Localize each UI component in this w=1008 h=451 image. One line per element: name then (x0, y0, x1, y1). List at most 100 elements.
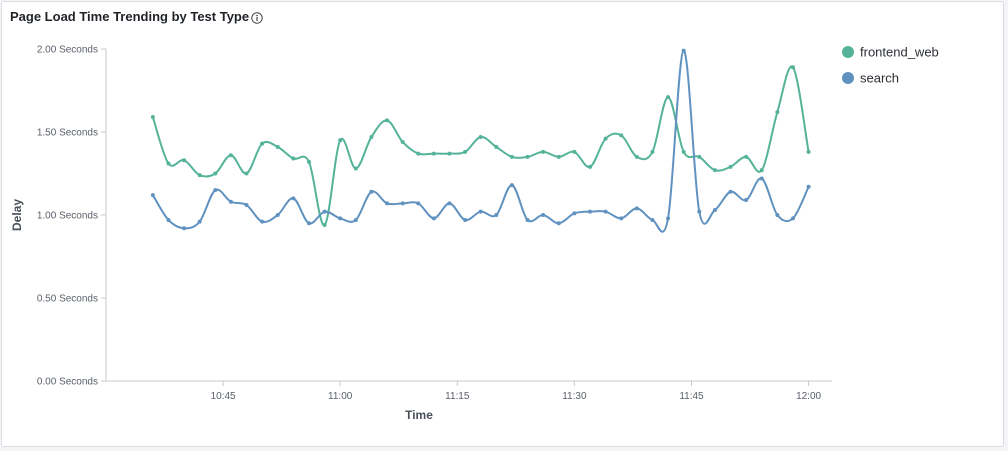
data-point-frontend-web (712, 168, 717, 173)
x-tick-label: 11:30 (562, 391, 587, 402)
data-point-frontend-web (182, 158, 187, 163)
data-point-search (509, 183, 514, 188)
legend-swatch (842, 72, 854, 84)
data-point-search (728, 189, 733, 194)
data-point-search (322, 209, 327, 214)
data-point-frontend-web (634, 154, 639, 159)
data-point-search (244, 203, 249, 208)
data-point-search (744, 198, 749, 203)
data-point-search (541, 213, 546, 217)
data-point-search (291, 196, 296, 201)
data-point-frontend-web (619, 133, 624, 138)
data-point-search (260, 219, 265, 224)
data-point-search (228, 199, 233, 204)
data-point-search (525, 217, 530, 222)
data-point-search (150, 193, 155, 198)
info-circle-icon[interactable] (251, 11, 263, 24)
legend-item-search[interactable]: search (842, 71, 899, 86)
data-point-frontend-web (150, 115, 155, 120)
data-point-frontend-web (431, 151, 436, 156)
data-point-frontend-web (790, 65, 795, 70)
data-point-frontend-web (385, 118, 390, 123)
data-point-search (478, 209, 483, 214)
data-point-frontend-web (213, 171, 218, 176)
data-point-search (650, 217, 655, 222)
data-point-frontend-web (228, 153, 233, 158)
y-tick-label: 1.50 Seconds (37, 128, 98, 139)
y-tick-label: 0.00 Seconds (37, 377, 98, 388)
data-point-search (790, 216, 795, 221)
data-point-search (556, 221, 561, 226)
data-point-search (400, 201, 405, 206)
data-point-search (775, 213, 780, 217)
data-point-search (572, 211, 577, 216)
data-point-frontend-web (463, 149, 468, 154)
data-point-search (447, 201, 452, 206)
data-point-frontend-web (697, 154, 702, 159)
legend-swatch (842, 46, 854, 58)
data-point-frontend-web (369, 134, 374, 139)
data-point-frontend-web (509, 154, 514, 159)
data-point-frontend-web (275, 144, 280, 149)
data-point-frontend-web (759, 168, 764, 173)
data-point-search (306, 221, 311, 226)
y-axis-title: Delay (10, 199, 24, 231)
data-point-frontend-web (197, 173, 202, 178)
data-point-search (463, 217, 468, 222)
data-point-search (385, 201, 390, 206)
data-point-search (416, 201, 421, 206)
legend-label: search (860, 71, 899, 86)
data-point-frontend-web (400, 139, 405, 144)
series-frontend-web (150, 65, 811, 227)
data-point-frontend-web (603, 136, 608, 141)
data-point-frontend-web (525, 154, 530, 159)
data-point-frontend-web (306, 159, 311, 164)
legend-item-frontend-web[interactable]: frontend_web (842, 45, 939, 60)
legend-label: frontend_web (860, 45, 939, 60)
series-line-frontend-web (151, 65, 810, 226)
data-point-frontend-web (353, 166, 358, 171)
data-point-frontend-web (572, 149, 577, 154)
data-point-search (353, 217, 358, 222)
data-point-frontend-web (728, 164, 733, 169)
data-point-search (182, 226, 187, 231)
data-point-search (759, 176, 764, 181)
data-point-frontend-web (260, 141, 265, 146)
data-point-search (494, 213, 499, 217)
data-point-frontend-web (541, 149, 546, 154)
data-point-search (697, 209, 702, 214)
data-point-search (338, 216, 343, 221)
data-point-frontend-web (416, 151, 421, 156)
x-tick-label: 10:45 (211, 391, 236, 402)
data-point-search (634, 206, 639, 211)
data-point-search (666, 216, 671, 221)
x-tick-label: 11:00 (328, 391, 353, 402)
data-point-search (369, 189, 374, 194)
data-point-search (806, 184, 811, 189)
data-point-frontend-web (166, 161, 171, 166)
data-point-frontend-web (744, 154, 749, 159)
data-point-search (588, 209, 592, 214)
panel-title: Page Load Time Trending by Test Type (10, 9, 250, 24)
data-point-frontend-web (322, 222, 327, 227)
x-tick-label: 11:45 (679, 391, 704, 402)
data-point-search (603, 209, 608, 214)
data-point-frontend-web (556, 154, 561, 159)
series-search (150, 48, 811, 233)
data-point-frontend-web (494, 144, 499, 149)
data-point-search (619, 216, 624, 221)
data-point-frontend-web (666, 95, 671, 100)
data-point-search (275, 213, 280, 217)
data-point-frontend-web (244, 171, 249, 176)
data-point-frontend-web (338, 138, 343, 143)
data-point-search (166, 217, 171, 222)
x-tick-label: 11:15 (445, 391, 470, 402)
data-point-search (681, 48, 686, 53)
y-tick-label: 0.50 Seconds (37, 294, 98, 305)
data-point-frontend-web (681, 149, 686, 154)
data-point-search (213, 188, 218, 193)
series-line-search (151, 49, 810, 233)
data-point-search (712, 208, 717, 213)
